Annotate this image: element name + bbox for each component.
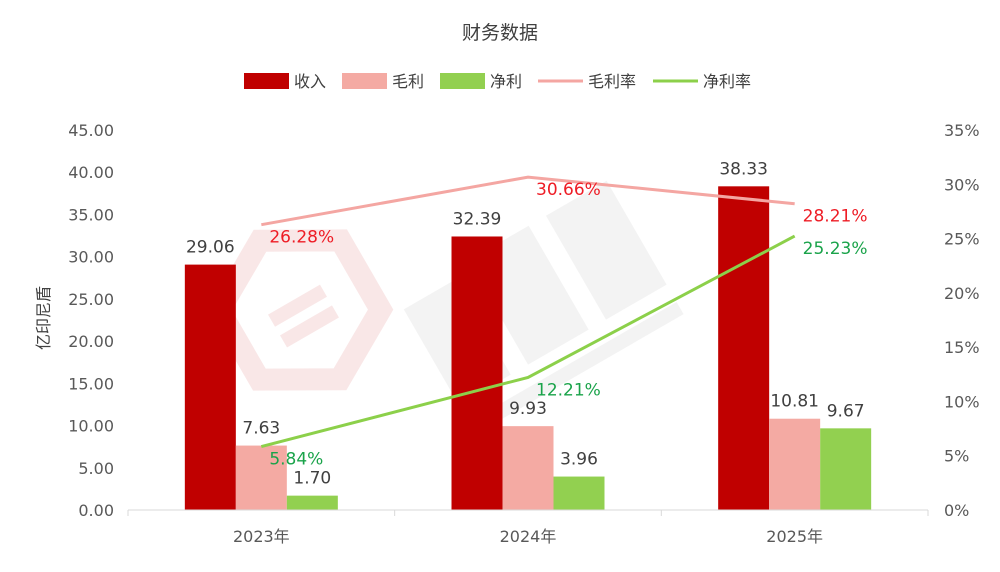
legend-label: 毛利率 — [588, 72, 636, 91]
line-value-label: 30.66% — [536, 180, 601, 200]
y-tick-left: 15.00 — [68, 374, 114, 393]
bar-value-label: 9.93 — [509, 399, 547, 419]
bar-value-label: 7.63 — [242, 419, 280, 439]
y-tick-right: 15% — [944, 338, 980, 357]
bar-value-label: 38.33 — [719, 159, 768, 179]
bar-value-label: 1.70 — [293, 469, 331, 489]
y-tick-left: 30.00 — [68, 248, 114, 267]
line-净利率 — [260, 234, 796, 449]
y-axis-label: 亿印尼盾 — [34, 286, 53, 350]
legend-item: 净利率 — [653, 72, 751, 91]
line-value-label: 28.21% — [803, 207, 868, 227]
y-tick-right: 20% — [944, 284, 980, 303]
line-value-label: 12.21% — [536, 380, 601, 400]
bar-净利 — [553, 476, 605, 510]
watermark-logo — [206, 180, 684, 430]
y-tick-left: 45.00 — [68, 121, 114, 140]
bar-净利 — [820, 428, 872, 510]
y-tick-left: 35.00 — [68, 205, 114, 224]
bars — [184, 186, 872, 511]
y-tick-right: 30% — [944, 175, 980, 194]
y-tick-left: 10.00 — [68, 417, 114, 436]
legend-swatch — [342, 73, 387, 89]
y-axis-right-ticks: 0% 5% 10% 15% 20% 25% 30% 35% — [944, 121, 980, 520]
line-value-label: 25.23% — [803, 239, 868, 259]
legend-item: 净利 — [440, 72, 522, 91]
y-axis-left-ticks: 0.00 5.00 10.00 15.00 20.00 25.00 30.00 35.00 40… — [68, 121, 114, 520]
bar-毛利 — [502, 426, 554, 510]
data-labels: 29.06 32.39 38.33 7.63 9.93 10.81 1.70 3.96 9.67… — [186, 159, 867, 488]
y-tick-left: 0.00 — [78, 501, 114, 520]
y-tick-right: 25% — [944, 230, 980, 249]
legend: 收入 毛利 净利 毛利率 净利率 — [244, 72, 751, 91]
legend-item: 毛利 — [342, 72, 424, 91]
lines — [260, 175, 796, 449]
bar-净利 — [286, 495, 338, 510]
line-毛利率 — [261, 175, 795, 227]
x-axis: 2023年 2024年 2025年 — [127, 509, 929, 546]
bar-value-label: 9.67 — [827, 401, 865, 421]
legend-label: 毛利 — [392, 72, 424, 91]
bar-value-label: 3.96 — [560, 450, 598, 470]
y-tick-right: 35% — [944, 121, 980, 140]
x-tick-label: 2024年 — [500, 527, 557, 546]
bar-毛利 — [235, 445, 287, 510]
bar-收入 — [718, 186, 770, 510]
legend-label: 净利率 — [703, 72, 751, 91]
y-tick-right: 10% — [944, 392, 980, 411]
bar-毛利 — [769, 418, 821, 510]
bar-value-label: 32.39 — [453, 209, 502, 229]
legend-label: 净利 — [490, 72, 522, 91]
y-tick-left: 20.00 — [68, 332, 114, 351]
bar-value-label: 29.06 — [186, 238, 235, 258]
chart-title: 财务数据 — [462, 22, 538, 44]
bar-value-label: 10.81 — [770, 392, 819, 412]
y-tick-left: 5.00 — [78, 459, 114, 478]
x-tick-label: 2025年 — [766, 527, 823, 546]
y-tick-left: 40.00 — [68, 163, 114, 182]
legend-label: 收入 — [294, 72, 326, 91]
bar-收入 — [451, 236, 503, 511]
bar-收入 — [184, 264, 236, 510]
y-tick-right: 0% — [944, 501, 969, 520]
legend-item: 收入 — [244, 72, 326, 91]
legend-swatch — [440, 73, 485, 89]
y-tick-left: 25.00 — [68, 290, 114, 309]
legend-item: 毛利率 — [538, 72, 636, 91]
line-value-label: 5.84% — [269, 450, 323, 470]
legend-swatch — [244, 73, 289, 89]
line-value-label: 26.28% — [269, 228, 334, 248]
x-tick-label: 2023年 — [233, 527, 290, 546]
y-tick-right: 5% — [944, 447, 969, 466]
